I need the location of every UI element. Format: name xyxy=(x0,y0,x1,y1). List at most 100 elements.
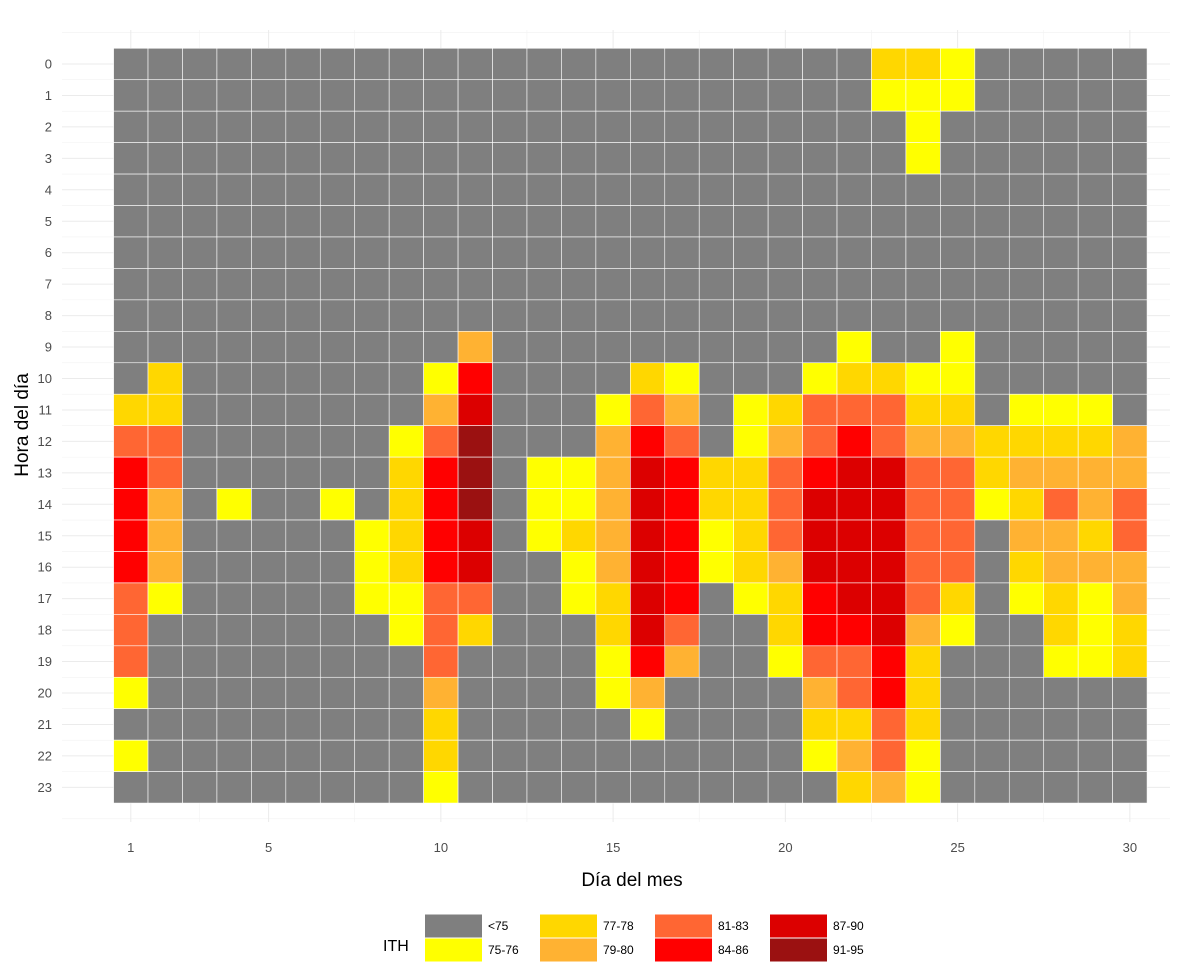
heatmap-cell xyxy=(561,771,597,804)
heatmap-cell xyxy=(871,676,907,710)
heatmap-cell xyxy=(836,425,872,458)
heatmap-cell xyxy=(388,299,424,332)
heatmap-cell xyxy=(802,268,838,301)
heatmap-cell xyxy=(1008,393,1045,426)
heatmap-cell xyxy=(216,173,252,206)
heatmap-cell xyxy=(354,110,390,143)
heatmap-cell xyxy=(733,708,769,741)
heatmap-cell xyxy=(698,708,734,741)
heatmap-cell xyxy=(871,551,907,584)
heatmap-cell xyxy=(526,708,562,741)
y-tick-label: 4 xyxy=(45,182,52,197)
heatmap-cell xyxy=(595,331,631,364)
heatmap-cell xyxy=(1077,110,1113,143)
heatmap-cell xyxy=(871,456,907,489)
heatmap-cell xyxy=(698,488,734,521)
heatmap-cell xyxy=(802,708,838,741)
heatmap-cell xyxy=(871,331,907,364)
heatmap-cell xyxy=(698,362,734,395)
legend-key xyxy=(540,914,597,938)
y-tick-label: 12 xyxy=(38,434,52,449)
heatmap-cell xyxy=(526,236,562,269)
heatmap-cell xyxy=(388,739,424,772)
heatmap-cell xyxy=(561,582,597,615)
heatmap-cell xyxy=(388,582,424,615)
heatmap-cell xyxy=(1077,393,1113,426)
heatmap-cell xyxy=(836,614,872,647)
heatmap-cell xyxy=(319,519,356,552)
heatmap-cell xyxy=(871,519,907,552)
heatmap-cell xyxy=(1043,362,1079,395)
heatmap-cell xyxy=(664,645,700,678)
heatmap-cell xyxy=(182,110,218,143)
heatmap-cell xyxy=(526,771,562,804)
heatmap-cell xyxy=(1112,488,1148,521)
heatmap-cell xyxy=(595,205,631,238)
heatmap-cell xyxy=(113,331,149,364)
heatmap-cell xyxy=(802,110,838,143)
heatmap-cell xyxy=(251,456,287,489)
heatmap-cell xyxy=(733,488,769,521)
heatmap-cell xyxy=(1043,331,1079,364)
heatmap-cell xyxy=(423,173,459,206)
heatmap-cell xyxy=(388,236,424,269)
heatmap-cell xyxy=(354,142,390,175)
heatmap-cell xyxy=(216,47,252,81)
heatmap-cell xyxy=(354,645,390,678)
heatmap-cell xyxy=(1008,110,1045,143)
heatmap-cell xyxy=(492,739,528,772)
heatmap-cell xyxy=(664,488,700,521)
heatmap-cell xyxy=(285,331,321,364)
x-tick-label: 20 xyxy=(778,840,792,855)
y-tick-label: 23 xyxy=(38,780,52,795)
heatmap-cell xyxy=(423,362,459,395)
legend-label: 77-78 xyxy=(603,919,634,933)
heatmap-cell xyxy=(871,582,907,615)
heatmap-cell xyxy=(974,582,1010,615)
heatmap-cell xyxy=(285,614,321,647)
heatmap-cell xyxy=(1008,268,1045,301)
heatmap-cell xyxy=(1043,551,1079,584)
heatmap-cell xyxy=(182,268,218,301)
heatmap-cell xyxy=(905,173,941,206)
heatmap-cell xyxy=(1077,645,1113,678)
heatmap-cell xyxy=(147,739,183,772)
heatmap-cell xyxy=(698,299,734,332)
heatmap-cell xyxy=(147,331,183,364)
heatmap-cell xyxy=(285,771,321,804)
heatmap-cell xyxy=(492,142,528,175)
heatmap-cell xyxy=(871,708,907,741)
x-tick-label: 5 xyxy=(265,840,272,855)
heatmap-cell xyxy=(1043,519,1079,552)
heatmap-cell xyxy=(285,393,321,426)
heatmap-cell xyxy=(940,614,976,647)
y-tick-label: 10 xyxy=(38,371,52,386)
heatmap-cell xyxy=(1043,708,1079,741)
heatmap-cell xyxy=(630,551,666,584)
heatmap-cell xyxy=(974,771,1010,804)
heatmap-cell xyxy=(526,142,562,175)
heatmap-cell xyxy=(1008,173,1045,206)
heatmap-cell xyxy=(836,362,872,395)
heatmap-cell xyxy=(251,236,287,269)
heatmap-cell xyxy=(1077,299,1113,332)
legend-key xyxy=(655,938,712,962)
heatmap-cell xyxy=(630,79,666,112)
heatmap-cell xyxy=(457,173,493,206)
heatmap-cell xyxy=(423,676,459,710)
heatmap-cell xyxy=(595,110,631,143)
heatmap-cell xyxy=(698,519,734,552)
heatmap-cell xyxy=(561,268,597,301)
heatmap-cell xyxy=(492,268,528,301)
heatmap-cell xyxy=(526,205,562,238)
heatmap-cell xyxy=(698,456,734,489)
heatmap-cell xyxy=(319,456,356,489)
heatmap-cell xyxy=(1112,173,1148,206)
heatmap-cell xyxy=(457,110,493,143)
heatmap-cell xyxy=(1112,708,1148,741)
heatmap-cell xyxy=(1112,331,1148,364)
heatmap-cell xyxy=(698,739,734,772)
heatmap-cell xyxy=(457,456,493,489)
heatmap-cell xyxy=(698,771,734,804)
heatmap-cell xyxy=(871,110,907,143)
